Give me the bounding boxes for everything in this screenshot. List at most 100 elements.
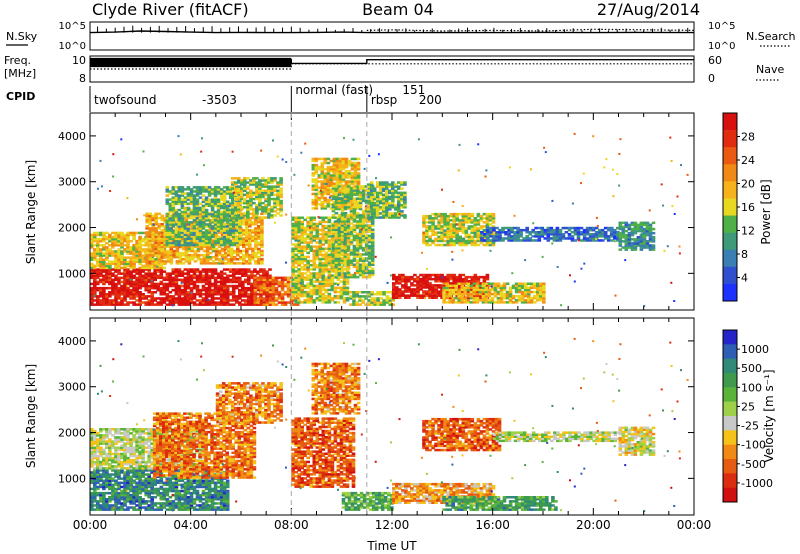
heat-cell [213, 297, 218, 300]
heat-cell [331, 269, 336, 273]
heat-cell [355, 244, 360, 248]
heat-cell [237, 208, 241, 211]
heat-cell [323, 159, 328, 163]
heat-cell [90, 295, 94, 298]
heat-cell [231, 270, 236, 273]
heat-cell [180, 293, 185, 296]
heat-cell [178, 262, 183, 265]
heat-cell [314, 196, 319, 200]
heat-cell [265, 301, 270, 304]
heat-cell [117, 250, 121, 253]
heat-cell [216, 206, 221, 210]
heat-cell [168, 227, 173, 230]
heat-cell [347, 190, 352, 194]
heat-cell [148, 243, 152, 247]
heat-cell [257, 218, 261, 222]
heat-cell [337, 263, 342, 266]
heat-cell [216, 200, 221, 203]
heat-cell [102, 248, 106, 251]
heat-cell [183, 282, 188, 286]
heat-cell [102, 293, 106, 296]
heat-cell [267, 177, 271, 180]
heat-cell [105, 280, 109, 284]
heat-cell [346, 195, 351, 198]
heat-cell [475, 296, 480, 300]
heat-cell [171, 223, 176, 226]
heat-cell [213, 286, 218, 290]
heat-cell [324, 278, 329, 281]
heat-cell [225, 295, 230, 298]
heat-cell [90, 239, 94, 243]
heat-cell [320, 188, 325, 192]
heat-cell [312, 249, 317, 252]
heat-cell [228, 229, 233, 232]
heat-cell [347, 186, 352, 189]
heat-cell [337, 234, 342, 238]
heat-cell [245, 243, 249, 247]
heat-cell [300, 294, 304, 298]
heat-cell [183, 284, 188, 288]
heat-cell [168, 278, 173, 282]
heat-cell [457, 294, 461, 298]
heat-cell [192, 233, 197, 236]
heat-cell [240, 201, 244, 205]
heat-cell [148, 262, 152, 265]
heat-cell [250, 295, 254, 298]
heat-cell [469, 301, 474, 304]
heat-cell [324, 284, 329, 288]
heat-cell [422, 273, 426, 277]
heat-cell [174, 286, 179, 290]
heat-cell [141, 278, 145, 282]
heat-cell [216, 291, 221, 294]
heat-cell [207, 291, 212, 294]
heat-cell [234, 203, 238, 207]
heat-cell [165, 303, 170, 306]
heat-cell [219, 299, 224, 302]
heat-cell [358, 207, 363, 211]
heat-cell [193, 249, 198, 253]
heat-cell [195, 303, 200, 306]
heat-cell [219, 282, 224, 286]
heat-cell [141, 239, 145, 243]
heat-cell [111, 244, 115, 247]
heat-cell [132, 256, 136, 259]
heat-cell [219, 206, 224, 210]
heat-cell [150, 295, 154, 298]
heat-cell [205, 258, 210, 261]
heat-cell [337, 193, 342, 196]
heat-cell [180, 299, 185, 302]
heat-cell [157, 216, 161, 220]
cpid-segment-3-id: 200 [419, 93, 442, 107]
heat-cell [156, 303, 160, 306]
heat-cell [349, 238, 354, 242]
heat-cell [154, 235, 158, 238]
heat-cell [234, 201, 238, 205]
heat-cell [333, 216, 338, 219]
heat-cell [246, 177, 250, 180]
heat-cell [177, 219, 182, 222]
heat-cell [207, 239, 212, 243]
heat-cell [234, 206, 238, 209]
heat-cell [327, 261, 332, 265]
heat-cell [175, 225, 180, 228]
heat-cell [306, 235, 310, 238]
heat-cell [244, 274, 248, 277]
heat-cell [352, 218, 357, 221]
heat-cell [309, 247, 314, 250]
heat-cell [370, 224, 375, 227]
heat-cell [473, 280, 478, 283]
heat-cell [177, 208, 182, 212]
heat-cell [370, 269, 375, 273]
heat-cell [180, 186, 185, 189]
heat-cell [210, 225, 215, 228]
heat-cell [198, 214, 203, 218]
heat-cell [334, 251, 339, 254]
heat-cell [326, 192, 331, 196]
heat-cell [309, 222, 314, 226]
heat-cell [343, 197, 348, 200]
heat-cell [391, 299, 396, 302]
heat-cell [321, 294, 326, 298]
heat-cell [228, 231, 233, 234]
heat-cell [105, 252, 109, 255]
heat-cell [174, 190, 179, 193]
